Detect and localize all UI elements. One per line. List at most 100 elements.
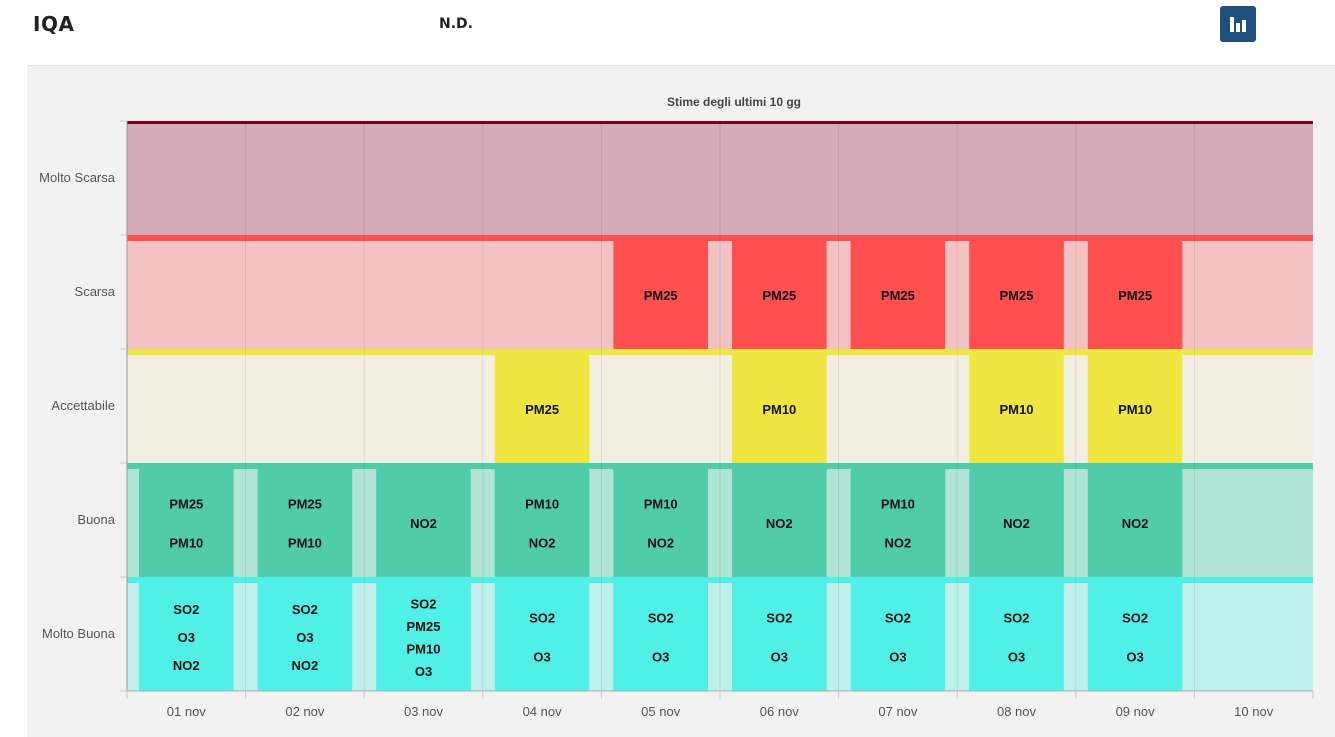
header-bar: IQA N.D. [0,0,1335,64]
level-bar [139,583,234,691]
x-tick-label: 09 nov [1116,704,1156,719]
chart-view-button[interactable] [1220,6,1256,42]
y-tick-label: Buona [77,512,115,527]
x-tick-label: 05 nov [641,704,681,719]
band-molto-scarsa [127,121,1313,235]
pollutant-label: PM10 [407,641,441,656]
pollutant-label: NO2 [647,536,674,551]
level-bar [732,469,827,577]
x-tick-label: 07 nov [878,704,918,719]
chart-title: Stime degli ultimi 10 gg [667,95,801,109]
pollutant-label: O3 [1008,650,1025,665]
pollutant-label: NO2 [1122,516,1149,531]
band-strip-buona [127,463,1313,469]
level-bar [613,469,708,577]
level-bar [1087,241,1183,349]
level-bar [139,469,234,577]
level-bar [494,355,590,463]
pollutant-label: O3 [178,630,195,645]
level-bar [732,583,827,691]
pollutant-label: O3 [1126,650,1143,665]
pollutant-label: NO2 [885,536,912,551]
pollutant-label: SO2 [885,611,911,626]
level-bar [850,583,946,691]
x-tick-label: 04 nov [523,704,563,719]
pollutant-label: O3 [771,650,788,665]
pollutant-label: PM25 [644,288,678,303]
level-bar [1087,583,1183,691]
pollutant-label: PM10 [762,402,796,417]
pollutant-label: O3 [415,664,432,679]
band-strip-accettabile [127,349,1313,355]
level-bar [969,241,1064,349]
pollutant-label: SO2 [173,602,199,617]
y-tick-label: Molto Scarsa [39,170,116,185]
x-tick-label: 08 nov [997,704,1037,719]
pollutant-label: PM25 [762,288,796,303]
level-bar [376,583,471,691]
level-bar [494,583,590,691]
level-bar [1087,355,1183,463]
y-tick-label: Molto Buona [42,626,116,641]
x-tick-label: 10 nov [1234,704,1274,719]
pollutant-label: SO2 [1122,611,1148,626]
y-tick-label: Accettabile [51,398,115,413]
level-bar [732,355,827,463]
pollutant-label: PM25 [288,497,322,512]
pollutant-label: PM25 [525,402,559,417]
pollutant-label: NO2 [766,516,793,531]
pollutant-label: O3 [296,630,313,645]
pollutant-label: PM10 [881,497,915,512]
level-bar [850,241,946,349]
index-title: IQA [33,12,75,36]
level-bar [376,469,471,577]
chart-panel: Stime degli ultimi 10 gg Molto Scarsa Scar… [27,65,1335,737]
iqa-level-chart: Stime degli ultimi 10 gg Molto Scarsa Scar… [39,95,1314,719]
level-bar [1087,469,1183,577]
pollutant-label: SO2 [766,611,792,626]
pollutant-label: O3 [652,650,669,665]
pollutant-label: NO2 [529,536,556,551]
level-bar [850,469,946,577]
level-bar [257,469,353,577]
pollutant-label: PM25 [407,619,441,634]
level-bar [969,355,1064,463]
pollutant-label: PM25 [169,497,203,512]
level-bar [257,583,353,691]
level-bar [494,469,590,577]
level-bar [969,583,1064,691]
pollutant-label: NO2 [410,516,437,531]
index-value: N.D. [439,16,473,32]
pollutant-label: PM10 [169,536,203,551]
band-strip-molto-buona [127,577,1313,583]
pollutant-label: PM10 [644,497,678,512]
x-tick-label: 03 nov [404,704,444,719]
pollutant-label: SO2 [529,611,555,626]
pollutant-label: O3 [889,650,906,665]
pollutant-label: PM25 [1118,288,1152,303]
level-bar [732,241,827,349]
level-bar [613,241,708,349]
pollutant-label: PM10 [525,497,559,512]
pollutant-label: O3 [533,650,550,665]
pollutant-label: SO2 [410,596,436,611]
pollutant-label: PM10 [1118,402,1152,417]
pollutant-label: PM25 [1000,288,1034,303]
pollutant-label: NO2 [173,658,200,673]
pollutant-label: PM10 [1000,402,1034,417]
pollutant-label: PM25 [881,288,915,303]
pollutant-label: SO2 [292,602,318,617]
band-strip-scarsa [127,235,1313,241]
x-tick-label: 02 nov [285,704,325,719]
y-tick-label: Scarsa [75,284,116,299]
x-tick-label: 06 nov [760,704,800,719]
pollutant-label: SO2 [1003,611,1029,626]
pollutant-label: NO2 [1003,516,1030,531]
band-top-line [127,121,1313,124]
bar-chart-icon [1230,17,1246,32]
pollutant-label: SO2 [648,611,674,626]
pollutant-label: PM10 [288,536,322,551]
level-bar [969,469,1064,577]
pollutant-label: NO2 [292,658,319,673]
x-tick-label: 01 nov [167,704,207,719]
